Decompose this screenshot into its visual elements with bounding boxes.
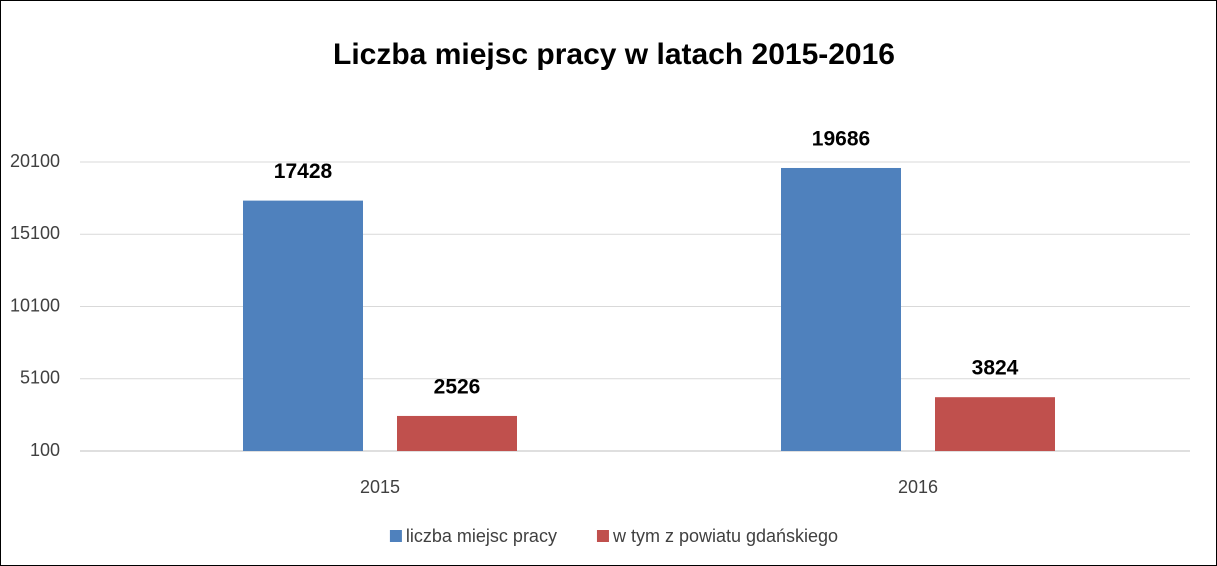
- y-tick-label: 15100: [10, 223, 60, 243]
- data-label: 2526: [434, 375, 481, 398]
- legend-swatch: [389, 530, 402, 542]
- bar: [781, 167, 901, 451]
- y-tick-label: 100: [30, 440, 60, 460]
- y-tick-label: 5100: [20, 368, 60, 388]
- y-tick-label: 10100: [10, 295, 60, 315]
- bar: [397, 415, 517, 451]
- y-tick-label: 20100: [10, 151, 60, 171]
- legend-label: w tym z powiatu gdańskiego: [612, 526, 838, 546]
- legend-swatch: [596, 530, 609, 542]
- data-label: 19686: [812, 128, 870, 151]
- legend-label: liczba miejsc pracy: [406, 526, 557, 546]
- x-tick-label: 2016: [898, 477, 938, 497]
- chart-title: Liczba miejsc pracy w latach 2015-2016: [333, 38, 895, 71]
- data-label: 17428: [274, 160, 333, 183]
- x-tick-label: 2015: [360, 477, 400, 497]
- bar: [243, 200, 363, 451]
- data-label: 3824: [972, 357, 1019, 380]
- bar: [935, 397, 1055, 451]
